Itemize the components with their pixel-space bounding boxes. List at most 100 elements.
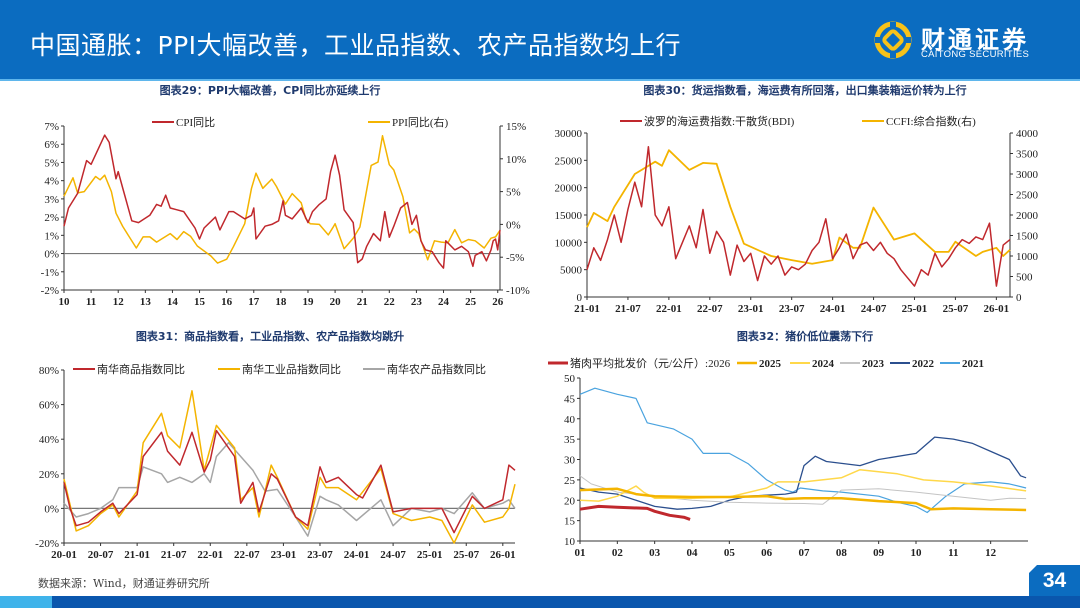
series-line-3 [63,441,516,537]
y-left-tick-label: 20% [39,469,59,481]
x-tick-label: 20 [330,296,342,308]
x-tick-label: 11 [86,296,96,308]
y-left-tick-label: 20 [564,495,576,507]
series-line-6 [579,387,1027,514]
x-tick-label: 14 [167,296,179,308]
x-tick-label: 26-01 [984,303,1010,315]
x-tick-label: 04 [687,547,699,559]
x-tick-label: 13 [140,296,152,308]
x-tick-label: 22-01 [656,303,682,315]
y-right-tick-label: 3000 [1016,169,1039,181]
y-left-tick-label: 0 [577,292,583,304]
y-right-tick-label: 5% [506,187,521,199]
x-tick-label: 09 [873,547,885,559]
chart-31-title: 图表31：商品指数看，工业品指数、农产品指数均跳升 [135,330,405,343]
y-left-tick-label: 5% [44,157,59,169]
y-right-tick-label: 0 [1016,292,1022,304]
page-title: 中国通胀：PPI大幅改善，工业品指数、农产品指数均上行 [30,31,682,60]
x-tick-label: 06 [761,547,773,559]
legend-label: CCFI:综合指数(右) [886,114,976,128]
legend-label: 2025 [759,358,782,370]
x-tick-label: 17 [248,296,260,308]
company-logo: 财通证券 CAITONG SECURITIES [873,20,1053,62]
y-left-tick-label: 0% [44,503,59,515]
x-tick-label: 20-01 [51,549,77,561]
footer-accent [0,596,52,608]
chart-29: 7% 6% 5% 4% 3% 2% 1% 0% -1% -2% 15% 10% 5% 0% -5% -10% 1… [41,115,530,308]
x-tick-label: 25-07 [453,549,479,561]
x-tick-label: 02 [612,547,624,559]
x-tick-label: 05 [724,547,736,559]
x-tick-label: 24-01 [344,549,370,561]
y-left-tick-label: -2% [41,285,59,297]
y-right-tick-label: 10% [506,154,526,166]
legend-label: 2024 [812,358,835,370]
y-left-tick-label: 15000 [555,210,583,222]
legend-label: 2021 [962,358,984,370]
y-left-tick-label: 20000 [555,183,583,195]
x-tick-label: 11 [948,547,958,559]
x-tick-label: 15 [194,296,206,308]
y-left-tick-label: 2% [44,212,59,224]
x-tick-label: 03 [649,547,661,559]
y-left-tick-label: 25 [564,475,576,487]
y-left-tick-label: 60% [39,400,59,412]
series-line-2 [586,149,1011,265]
x-tick-label: 22-07 [234,549,260,561]
x-tick-label: 12 [113,296,125,308]
x-tick-label: 26-01 [490,549,516,561]
logo-text-en: CAITONG SECURITIES [921,49,1030,60]
y-right-tick-label: 1000 [1016,251,1039,263]
x-tick-label: 26 [492,296,504,308]
y-left-tick-label: 50 [564,373,576,385]
y-right-tick-label: -5% [506,252,524,264]
x-tick-label: 25-01 [417,549,443,561]
series-line-1 [586,145,1011,287]
x-tick-label: 25-07 [943,303,969,315]
legend-label: 南华工业品指数同比 [242,362,341,376]
y-right-tick-label: 3500 [1016,149,1039,161]
x-tick-label: 01 [575,547,586,559]
x-tick-label: 07 [799,547,811,559]
data-source-note: 数据来源：Wind，财通证券研究所 [38,577,210,590]
x-tick-label: 18 [275,296,287,308]
x-tick-label: 23 [411,296,423,308]
x-tick-label: 21-07 [615,303,641,315]
legend-label: 2022 [912,358,935,370]
x-tick-label: 10 [911,547,923,559]
y-right-tick-label: 2000 [1016,210,1039,222]
y-right-tick-label: 500 [1016,272,1033,284]
legend-label: CPI同比 [176,116,215,129]
y-left-tick-label: 25000 [555,155,583,167]
x-tick-label: 10 [59,296,71,308]
y-left-tick-label: 45 [564,393,576,405]
x-tick-label: 22 [384,296,396,308]
y-left-tick-label: 6% [44,139,59,151]
chart-30: 3000025000200001500010000500004000350030… [555,114,1039,315]
series-line-3 [579,468,1027,502]
y-left-tick-label: 10000 [555,237,583,249]
legend-label: 猪肉平均批发价（元/公斤）:2026 [570,356,731,370]
series-line-1 [579,504,691,521]
y-right-tick-label: -10% [506,285,530,297]
y-left-tick-label: -1% [41,267,59,279]
series-line-1 [63,429,516,534]
y-left-tick-label: 40% [39,434,59,446]
y-left-tick-label: 15 [564,516,576,528]
x-tick-label: 25-01 [902,303,928,315]
x-tick-label: 21-07 [161,549,187,561]
legend-label: PPI同比(右) [392,115,449,129]
header-bar: 中国通胀：PPI大幅改善，工业品指数、农产品指数均上行 财通证券 CAITONG… [0,0,1080,81]
x-tick-label: 12 [985,547,997,559]
x-tick-label: 21 [357,296,368,308]
x-tick-label: 20-07 [88,549,114,561]
chart-31: 80% 60% 40% 20% 0% -20%20-01 20-07 21-01 21-07 22… [35,362,516,561]
y-left-tick-label: 5000 [560,265,583,277]
page-number: 34 [1029,565,1080,596]
x-tick-label: 24-01 [820,303,846,315]
series-line-5 [579,436,1027,510]
x-tick-label: 24-07 [861,303,887,315]
x-tick-label: 24-07 [380,549,406,561]
